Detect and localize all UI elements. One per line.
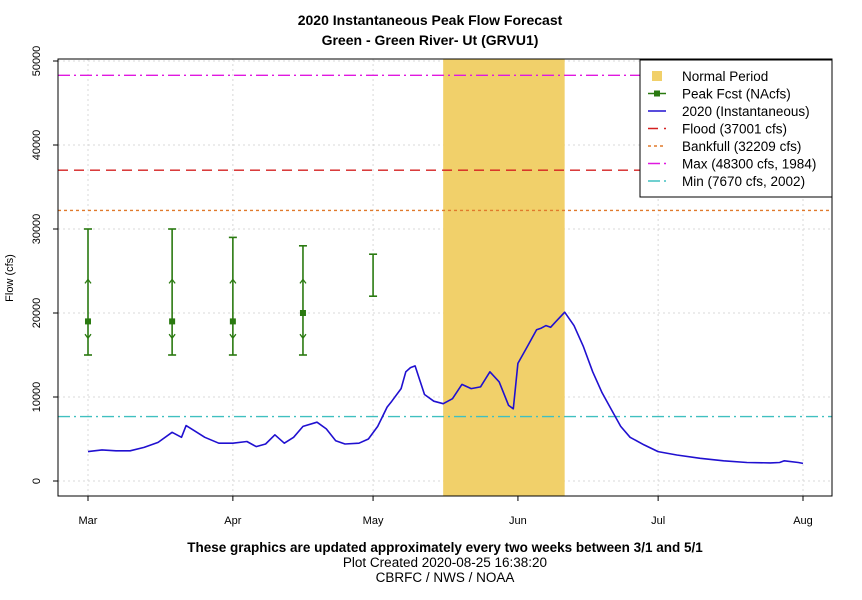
forecast-p75-marker [84, 278, 92, 284]
legend-label: 2020 (Instantaneous) [682, 104, 810, 119]
peak-forecast-bar [228, 236, 237, 356]
forecast-p75-marker [168, 278, 176, 284]
legend-label: Max (48300 cfs, 1984) [682, 157, 816, 172]
chart-title: 2020 Instantaneous Peak Flow Forecast [298, 12, 563, 28]
legend-label: Normal Period [682, 69, 768, 84]
peak-forecast-bar [168, 228, 177, 356]
forecast-p25-marker [229, 333, 237, 340]
x-tick-label: Jun [509, 515, 527, 527]
peak-forecast-bar [298, 245, 307, 356]
series-layer [87, 311, 804, 465]
legend-label: Flood (37001 cfs) [682, 122, 787, 137]
y-tick-label: 0 [31, 478, 43, 484]
forecast-mid-marker [85, 318, 91, 325]
flow-series-line [87, 311, 804, 465]
peak-forecast-bar [369, 253, 378, 298]
x-tick-label: Aug [793, 515, 813, 527]
y-tick-label: 10000 [31, 382, 43, 413]
x-axis: Mar Apr May Jun Jul Aug [79, 496, 813, 527]
legend-label: Min (7670 cfs, 2002) [682, 174, 805, 189]
forecast-p75-marker [299, 278, 307, 284]
x-tick-label: Jul [651, 515, 665, 527]
forecast-p75-marker [229, 278, 237, 284]
legend-label: Bankfull (32209 cfs) [682, 139, 801, 154]
footer-plot-created: Plot Created 2020-08-25 16:38:20 [343, 555, 547, 570]
normal-period-band-layer [443, 59, 565, 496]
peak-forecast-layer [84, 228, 378, 356]
legend-marker [654, 90, 660, 97]
forecast-mid-marker [169, 318, 176, 325]
forecast-p25-marker [299, 333, 307, 340]
legend-label: Peak Fcst (NAcfs) [682, 87, 791, 102]
plot-frame [57, 58, 833, 497]
x-tick-label: Mar [79, 515, 98, 527]
x-tick-label: Apr [224, 515, 241, 527]
normal-period-band [443, 59, 565, 496]
forecast-mid-marker [229, 318, 236, 325]
forecast-p25-marker [168, 333, 176, 340]
forecast-mid-marker [299, 310, 306, 316]
y-tick-label: 30000 [31, 214, 43, 245]
x-tick-label: May [363, 515, 384, 527]
footer-credits: CBRFC / NWS / NOAA [376, 570, 515, 585]
y-tick-label: 40000 [31, 130, 43, 161]
legend-box [639, 59, 833, 198]
legend-swatch [652, 71, 662, 81]
y-axis-label: Flow (cfs) [4, 254, 16, 302]
legend: Normal Period Peak Fcst (NAcfs) 2020 (Inst… [639, 59, 833, 198]
y-axis: 0 10000 20000 30000 40000 50000 [31, 46, 58, 484]
footer-update-note: These graphics are updated approximately… [187, 540, 703, 555]
forecast-p25-marker [84, 333, 92, 340]
chart-subtitle: Green - Green River- Ut (GRVU1) [322, 32, 539, 48]
y-tick-label: 20000 [31, 298, 43, 329]
peak-forecast-bar [84, 228, 92, 356]
y-tick-label: 50000 [31, 46, 43, 77]
